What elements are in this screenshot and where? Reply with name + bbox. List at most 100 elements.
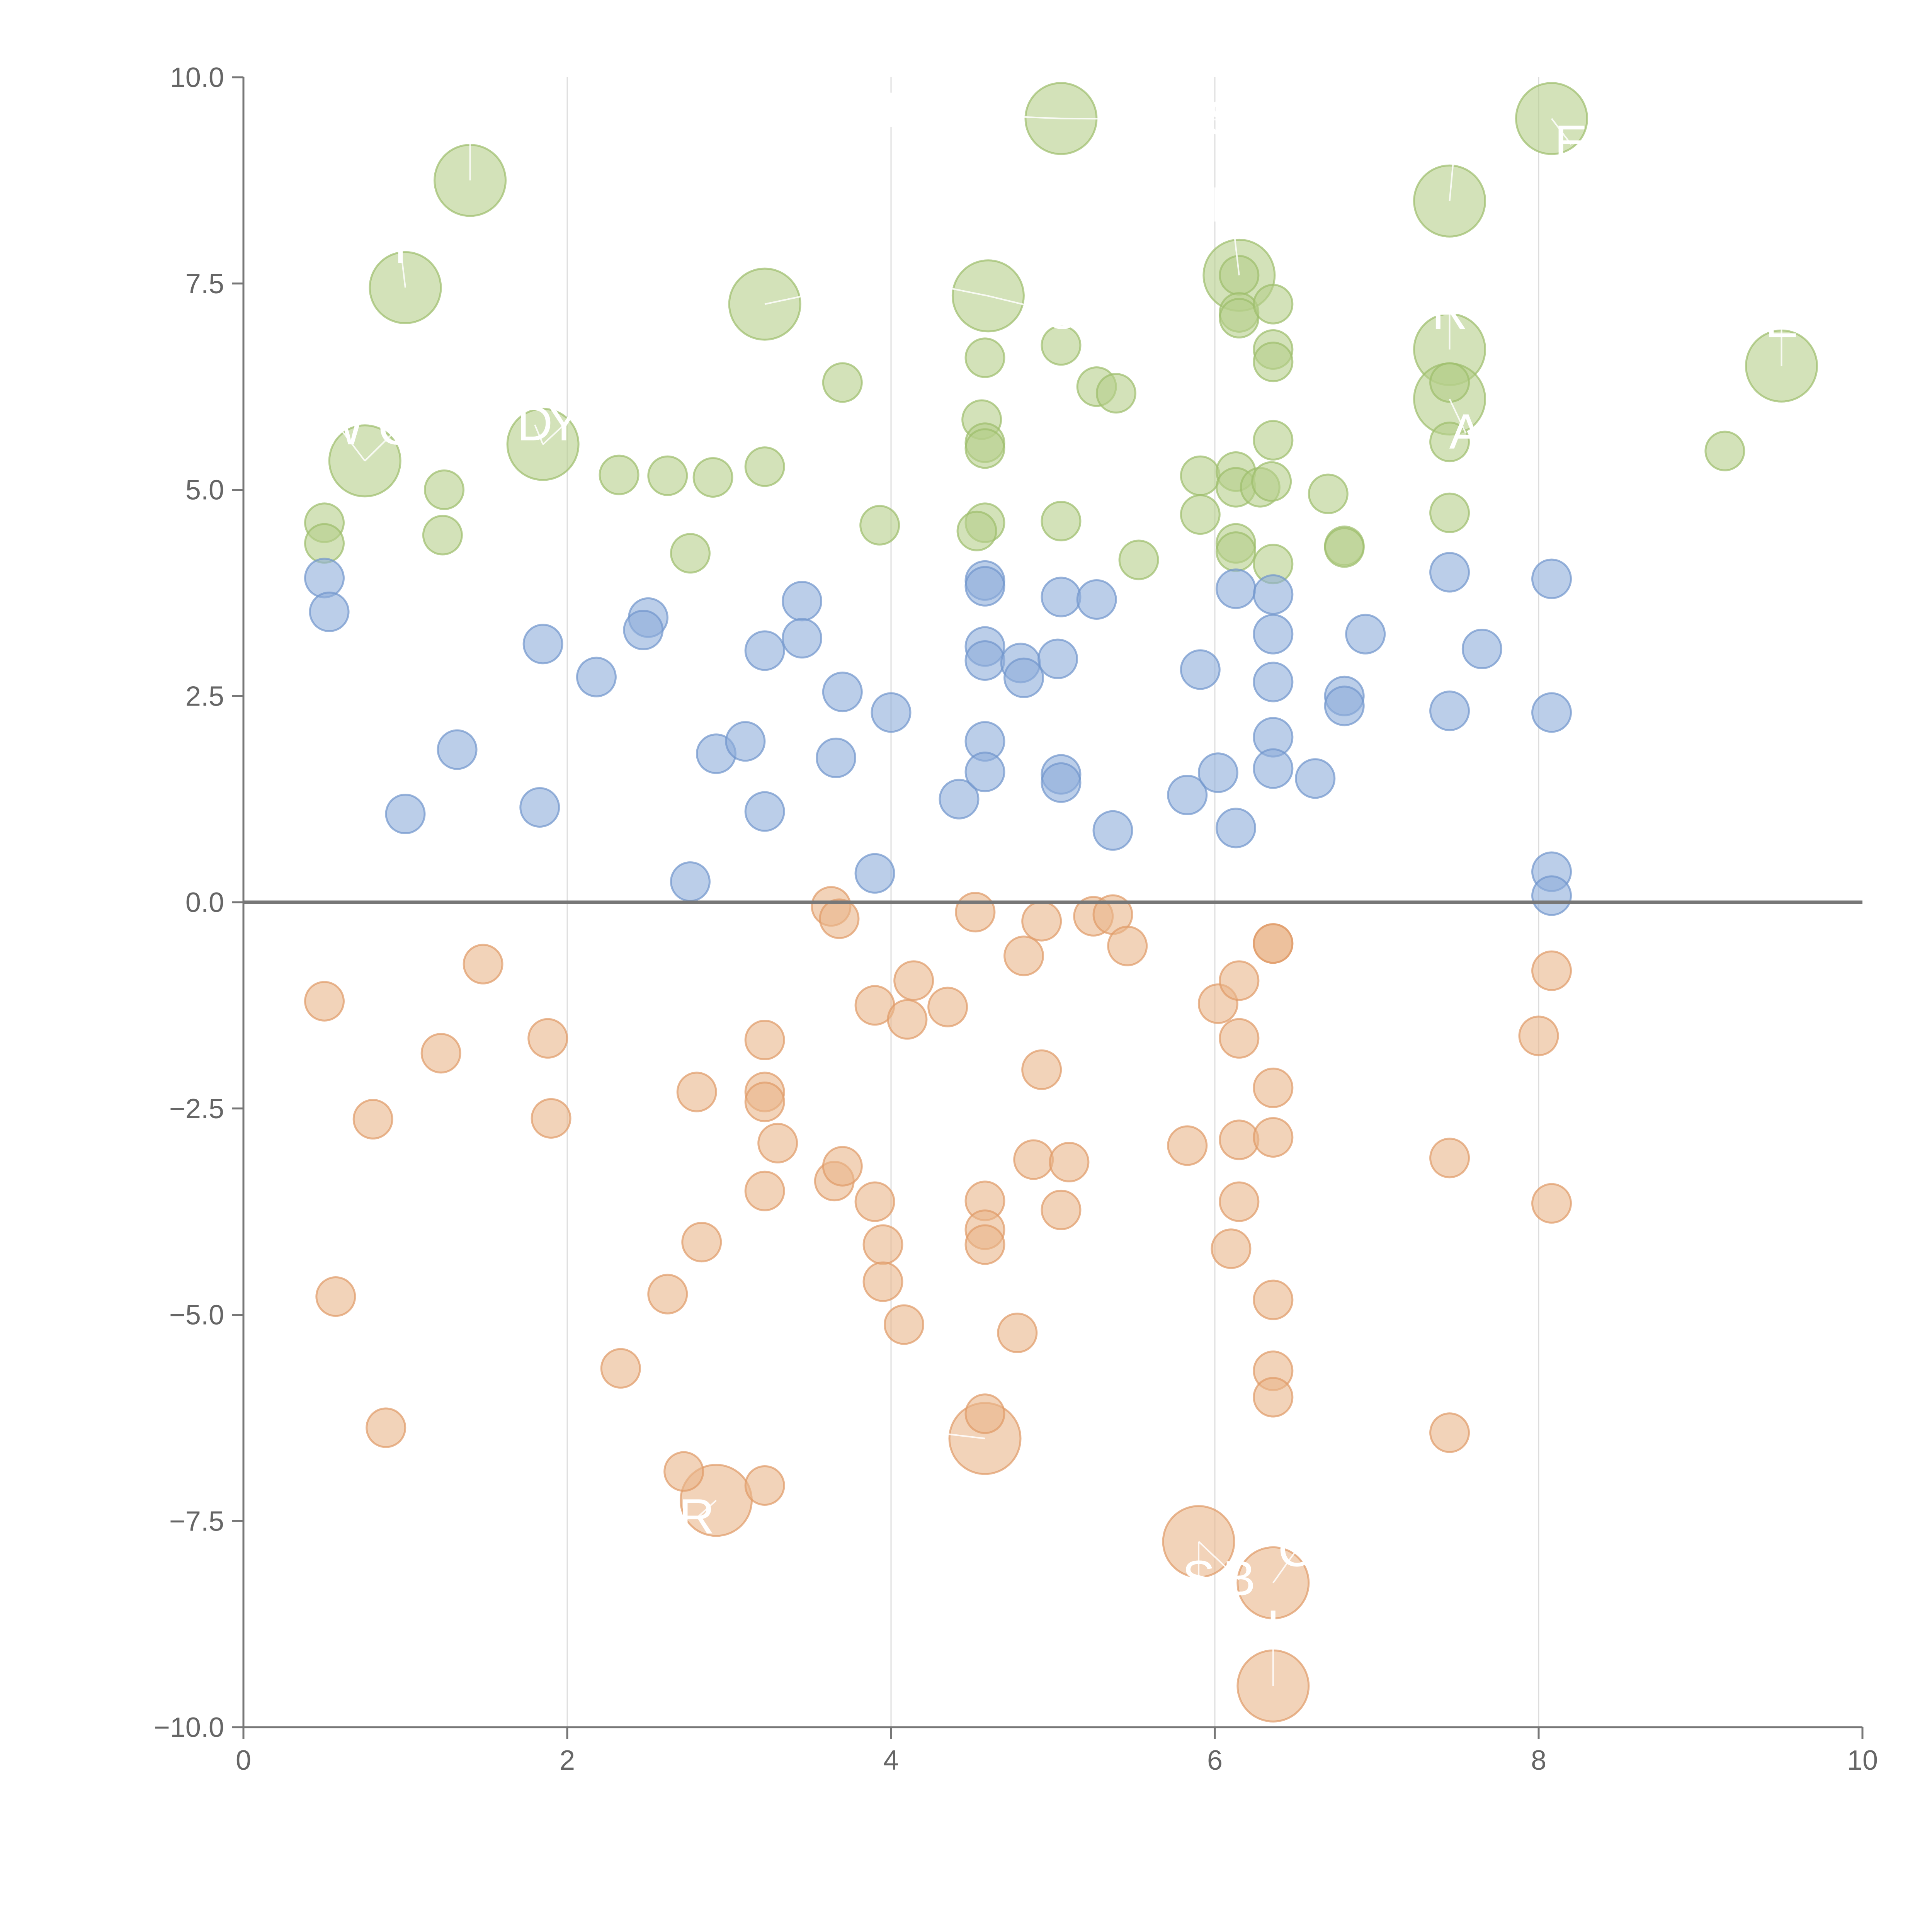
- blue-point: [964, 752, 1005, 793]
- green-point: [424, 469, 465, 510]
- orange-point: [1003, 935, 1044, 976]
- blue-point: [725, 721, 766, 762]
- blue-point: [1197, 752, 1238, 793]
- orange-point: [1013, 1139, 1054, 1180]
- orange-point: [315, 1276, 356, 1317]
- green-point: [1704, 430, 1745, 471]
- orange-point: [600, 1348, 641, 1389]
- green-point: [859, 505, 900, 546]
- orange-point: [1021, 1049, 1062, 1090]
- orange-point: [647, 1274, 688, 1315]
- green-point: [1215, 531, 1256, 572]
- orange-point: [352, 1099, 393, 1140]
- blue-point: [1167, 774, 1208, 815]
- orange-point: [1219, 960, 1260, 1001]
- blue-point: [519, 787, 560, 828]
- orange-point: [1253, 923, 1294, 964]
- blue-point: [1345, 614, 1386, 655]
- callout-text: S: [1182, 1551, 1215, 1606]
- green-point: [1041, 501, 1082, 542]
- callout-leader: [891, 111, 1061, 119]
- blue-point: [1324, 685, 1365, 726]
- orange-point: [887, 999, 928, 1040]
- blue-point: [385, 794, 426, 835]
- green-point: [1180, 455, 1221, 496]
- green-point: [670, 533, 711, 574]
- blue-point: [309, 591, 350, 632]
- x-tick-label: 2: [560, 1745, 575, 1776]
- blue-point: [1531, 558, 1572, 599]
- callout-leader: [340, 428, 366, 461]
- callout-leader: [400, 247, 406, 288]
- orange-point: [1021, 901, 1062, 942]
- callout-leader: [1449, 148, 1456, 201]
- orange-point: [366, 1407, 406, 1448]
- orange-point: [822, 1146, 863, 1187]
- blue-point: [1253, 574, 1294, 615]
- orange-point: [531, 1098, 571, 1139]
- callout-text: A: [1449, 404, 1483, 459]
- green-point: [1429, 362, 1470, 403]
- blue-point: [522, 624, 563, 665]
- blue-point: [304, 558, 345, 599]
- green-point: [1180, 494, 1221, 535]
- callout-text: E: [1765, 293, 1798, 348]
- green-point: [1253, 284, 1294, 325]
- blue-point: [437, 729, 478, 770]
- callout-leader: [988, 295, 1061, 315]
- green-point: [692, 457, 733, 498]
- callout-leader: [931, 284, 988, 297]
- orange-point: [1219, 1018, 1260, 1059]
- orange-point: [744, 1170, 785, 1211]
- green-point: [956, 510, 997, 551]
- callout-text: M: [1211, 177, 1252, 233]
- orange-point: [1211, 1228, 1252, 1269]
- blue-point: [623, 609, 664, 650]
- y-tick-label: 5.0: [185, 475, 224, 506]
- green-point: [964, 428, 1005, 469]
- orange-point: [1167, 1125, 1208, 1166]
- callout-text: T: [1439, 119, 1469, 175]
- blue-point: [1253, 614, 1294, 655]
- orange-point: [676, 1071, 717, 1112]
- blue-point: [1076, 579, 1117, 620]
- blue-point: [964, 640, 1005, 681]
- blue-point: [670, 861, 711, 902]
- orange-point: [304, 981, 345, 1022]
- orange-point: [862, 1261, 903, 1302]
- green-point: [304, 523, 345, 564]
- orange-point: [1253, 1067, 1294, 1108]
- orange-point: [1429, 1412, 1470, 1453]
- blue-point: [1253, 662, 1294, 702]
- blue-point: [854, 853, 895, 894]
- blue-point: [1180, 649, 1221, 690]
- callout-text: R: [679, 1489, 714, 1544]
- green-point: [1219, 298, 1260, 338]
- orange-point: [964, 1224, 1005, 1265]
- orange-point: [1531, 1183, 1572, 1224]
- orange-point: [1041, 1189, 1082, 1230]
- callout-text: C: [452, 95, 488, 150]
- callout-leader: [1272, 1550, 1297, 1583]
- blue-point: [1461, 629, 1502, 670]
- green-point: [744, 446, 785, 487]
- callout-leader: [1198, 1541, 1240, 1580]
- green-point: [1041, 325, 1082, 366]
- orange-point: [1049, 1142, 1090, 1183]
- orange-point: [744, 1020, 785, 1061]
- green-point: [1308, 473, 1349, 514]
- blue-point: [1531, 692, 1572, 733]
- green-point: [1429, 492, 1470, 533]
- blue-point: [1037, 638, 1078, 679]
- blue-point: [1531, 875, 1572, 916]
- green-point: [1429, 422, 1470, 463]
- callout-text: R: [1432, 284, 1467, 340]
- blue-point: [744, 630, 785, 671]
- blue-point: [871, 692, 912, 733]
- orange-point: [819, 898, 860, 939]
- x-tick-label: 8: [1531, 1745, 1546, 1776]
- orange-point: [1219, 1119, 1260, 1160]
- orange-point: [681, 1222, 722, 1263]
